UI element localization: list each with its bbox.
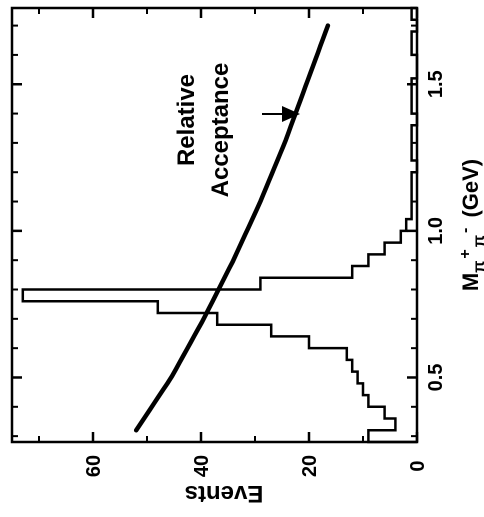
- histogram-outline: [21, 6, 419, 444]
- curve-point: [232, 259, 234, 261]
- x-axis-label-sub1: π: [471, 261, 484, 273]
- histogram-bin: [158, 301, 417, 313]
- acceptance-curve-series: [133, 23, 331, 433]
- annotation-arrow-head: [282, 106, 300, 122]
- x-tick-label: 1.0: [425, 217, 447, 245]
- curve-point: [135, 429, 137, 431]
- histogram-bin: [368, 254, 417, 266]
- y-tick-label: 60: [83, 455, 105, 477]
- histogram-bin: [352, 266, 417, 278]
- histogram-bin: [368, 395, 417, 407]
- curve-point: [327, 25, 329, 27]
- histogram-bin: [385, 407, 417, 419]
- x-axis-label-unit: (GeV): [458, 159, 483, 224]
- y-axis-label: Events: [185, 480, 264, 507]
- curve-point: [259, 201, 261, 203]
- x-axis-label-symbol: M: [458, 273, 483, 291]
- annotation-line-2: Acceptance: [207, 63, 234, 198]
- curve-point: [203, 318, 205, 320]
- histogram-bin: [368, 430, 417, 442]
- y-axis-ticks: 0 20 40 60: [38, 8, 429, 477]
- histogram-bin: [347, 348, 417, 360]
- histogram-bin: [395, 419, 417, 431]
- annotation: Relative Acceptance: [173, 63, 300, 198]
- histogram-bin: [309, 336, 417, 348]
- acceptance-curve: [133, 23, 331, 433]
- histogram-bin: [352, 360, 417, 372]
- x-tick-label: 0.5: [425, 364, 447, 392]
- histogram-bin: [406, 219, 417, 231]
- plot-frame: [10, 6, 419, 444]
- x-axis-label-sup1: +: [457, 249, 474, 258]
- curve-point: [284, 142, 286, 144]
- plot-border: [10, 6, 419, 444]
- axis-labels: Mπ + π - (GeV) Events: [185, 159, 484, 507]
- curve-point: [305, 83, 307, 85]
- histogram-bin: [363, 383, 417, 395]
- x-axis-label-sup2: -: [457, 228, 474, 233]
- histogram-bin: [401, 231, 417, 243]
- x-axis-label-sub2: π: [471, 235, 484, 247]
- histogram-bin: [260, 278, 417, 290]
- x-tick-label: 1.5: [425, 70, 447, 98]
- y-tick-label: 0: [407, 460, 429, 471]
- histogram-series: [21, 6, 419, 444]
- x-axis-label: Mπ + π - (GeV): [457, 159, 484, 291]
- histogram-bin: [271, 325, 417, 337]
- y-tick-label: 40: [191, 455, 213, 477]
- curve-point: [170, 376, 172, 378]
- annotation-line-1: Relative: [173, 74, 200, 166]
- histogram-bin: [385, 243, 417, 255]
- y-tick-label: 20: [299, 455, 321, 477]
- histogram-bin: [217, 313, 417, 325]
